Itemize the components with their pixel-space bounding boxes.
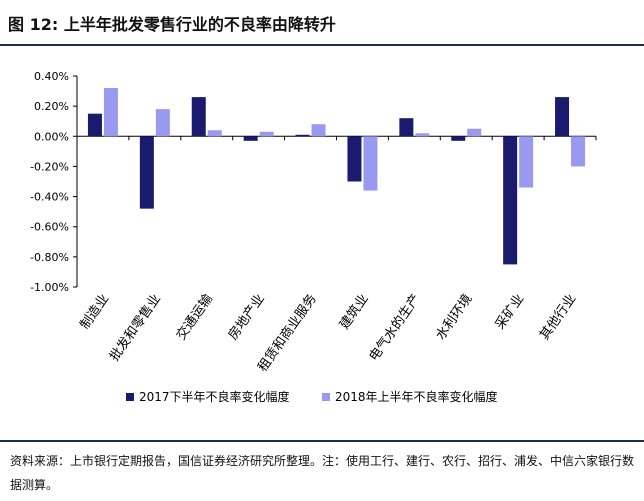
bar-2018h1 [519, 136, 534, 188]
legend-label: 2017下半年不良率变化幅度 [139, 389, 290, 404]
bar-2018h1 [155, 109, 170, 137]
bar-2017h2 [191, 97, 206, 137]
y-tick-label: 0.00% [34, 130, 69, 143]
bar-2017h2 [295, 134, 310, 137]
bar-2017h2 [347, 136, 362, 182]
legend-label: 2018年上半年不良率变化幅度 [335, 389, 498, 404]
x-category-label: 制造业 [78, 292, 113, 333]
figure-title-text: 上半年批发零售行业的不良率由降转升 [63, 15, 336, 34]
y-tick-label: -1.00% [30, 281, 69, 294]
x-category-label: 水利环境 [433, 292, 475, 343]
bar-2018h1 [259, 131, 274, 137]
x-category-label: 其他行业 [537, 292, 579, 343]
source-rule [0, 440, 644, 442]
bar-2017h2 [451, 136, 466, 141]
x-category-label: 房地产业 [225, 291, 268, 343]
bar-2018h1 [571, 136, 586, 167]
y-tick-label: 0.20% [34, 100, 69, 113]
bar-2017h2 [139, 136, 154, 209]
bar-2018h1 [311, 124, 326, 137]
x-category-label: 交通运输 [173, 291, 216, 343]
bar-2017h2 [503, 136, 518, 265]
y-tick-label: -0.40% [30, 191, 69, 204]
title-rule [0, 44, 644, 46]
y-tick-label: -0.20% [30, 160, 69, 173]
bar-2018h1 [363, 136, 378, 191]
figure-title-bar: 图 12: 上半年批发零售行业的不良率由降转升 [0, 0, 644, 44]
y-tick-label: -0.80% [30, 251, 69, 264]
figure-title: 图 12: 上半年批发零售行业的不良率由降转升 [8, 11, 336, 35]
figure-label: 图 12: [8, 15, 59, 34]
bar-2018h1 [415, 133, 430, 137]
bar-2018h1 [207, 130, 222, 137]
y-tick-label: -0.60% [30, 221, 69, 234]
bar-2017h2 [555, 97, 570, 137]
bar-2018h1 [467, 128, 482, 137]
y-tick-label: 0.40% [34, 70, 69, 83]
x-category-label: 采矿业 [493, 292, 528, 333]
bar-2017h2 [399, 118, 414, 137]
source-note: 资料来源：上市银行定期报告，国信证券经济研究所整理。注：使用工行、建行、农行、招… [10, 454, 635, 492]
bar-2017h2 [87, 113, 102, 137]
x-category-label: 电气水的生产 [366, 291, 424, 364]
x-category-label: 建筑业 [336, 291, 371, 332]
legend-swatch [322, 393, 330, 401]
legend-swatch [126, 393, 134, 401]
bar-chart: 0.40% 0.20% 0.00% -0.20% -0.40% -0.60% -0.80% -… [30, 70, 597, 404]
x-category-label: 批发和零售业 [106, 291, 164, 364]
bar-2017h2 [243, 136, 258, 141]
bar-2018h1 [103, 88, 118, 137]
